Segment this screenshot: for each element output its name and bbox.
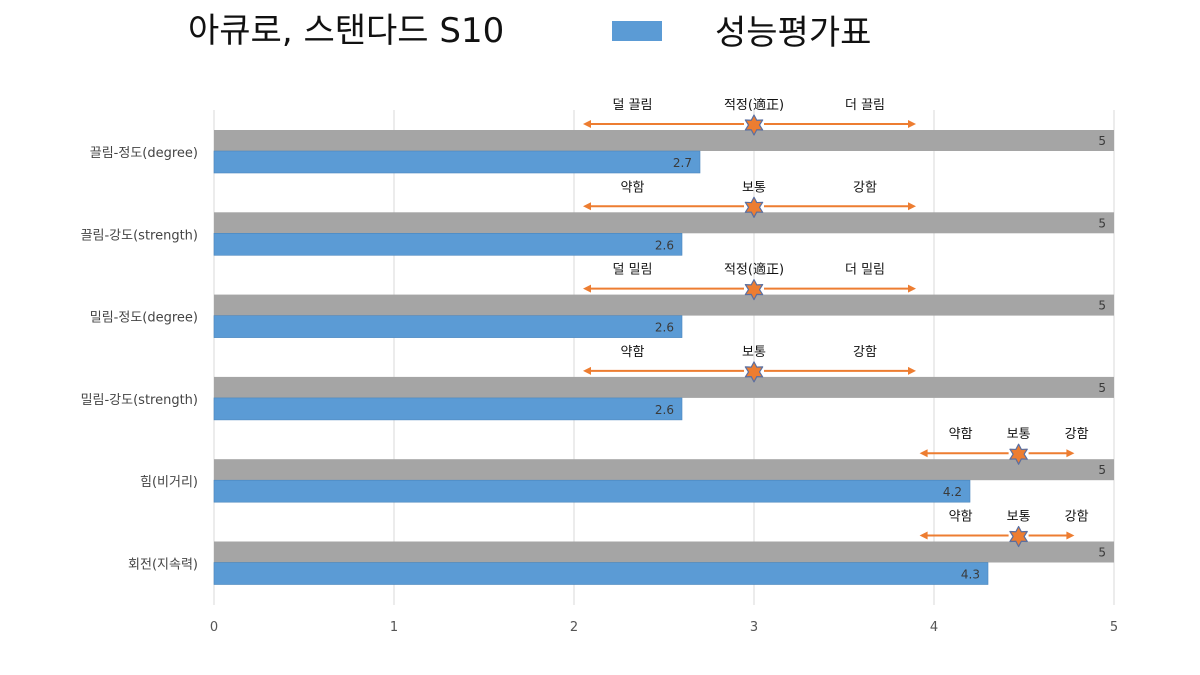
category-label: 밀림-정도(degree) (90, 311, 198, 326)
annotation-right-label: 더 끌림 (845, 98, 885, 113)
annotation-right-label: 더 밀림 (845, 263, 885, 278)
scale-annotation: 약함 보통 강함 (583, 180, 916, 218)
arrow-right-head (1066, 449, 1075, 458)
star-marker (1009, 443, 1028, 465)
x-tick-label: 2 (570, 620, 578, 635)
star-marker (744, 279, 764, 301)
star-marker (744, 114, 764, 136)
bar-max-value-label: 5 (1098, 463, 1106, 477)
x-tick-label: 5 (1110, 620, 1118, 635)
annotation-right-label: 강함 (1065, 427, 1089, 442)
bars: 5 2.7 5 2.6 5 2.6 5 2.6 5 4.2 5 4.3 (213, 130, 1114, 585)
arrow-left-head (583, 284, 591, 293)
annotation-right-label: 강함 (853, 345, 877, 360)
bar-max (214, 130, 1114, 151)
bar-score (213, 315, 683, 338)
bar-score (213, 562, 989, 585)
bar-max (214, 294, 1114, 316)
annotation-center-label: 적정(適正) (724, 262, 784, 278)
x-tick-label: 3 (750, 620, 758, 635)
star-marker (1009, 525, 1028, 548)
annotation-left-label: 약함 (949, 427, 973, 442)
x-tick-label: 0 (210, 620, 218, 635)
arrow-left-head (583, 366, 591, 375)
category-label: 끌림-정도(degree) (90, 146, 198, 161)
annotation-center-label: 보통 (1007, 427, 1031, 442)
x-axis-ticks: 0 1 2 3 4 5 (210, 620, 1118, 635)
annotation-left-label: 덜 밀림 (612, 263, 652, 278)
x-tick-label: 1 (390, 620, 398, 635)
annotation-center-label: 보통 (1007, 510, 1031, 525)
bar-max-value-label: 5 (1098, 546, 1106, 560)
arrow-left-head (919, 531, 928, 540)
category-label: 밀림-강도(strength) (81, 393, 198, 408)
legend-swatch (612, 21, 662, 41)
scale-annotation: 약함 보통 강함 (583, 345, 916, 383)
annotation-right-label: 강함 (1065, 510, 1089, 525)
gridlines (213, 110, 1115, 605)
star-marker (744, 196, 764, 218)
scale-annotation: 덜 끌림 적정(適正) 더 끌림 (583, 97, 916, 136)
legend-label: 성능평가표 (715, 13, 871, 53)
bar-score (213, 150, 701, 174)
annotation-center-label: 적정(適正) (724, 97, 784, 113)
scale-annotation: 약함 보통 강함 (919, 510, 1089, 548)
annotation-left-label: 약함 (949, 510, 973, 525)
bar-score-value-label: 4.3 (961, 568, 980, 582)
annotation-left-label: 약함 (621, 345, 645, 360)
category-label: 끌림-강도(strength) (81, 228, 198, 243)
bar-max (214, 376, 1114, 398)
annotation-right-label: 강함 (853, 180, 877, 195)
chart-title: 아큐로, 스탠다드 S10 (188, 11, 504, 51)
arrow-left-head (919, 449, 928, 458)
legend: 성능평가표 (612, 13, 871, 53)
star-marker (744, 361, 764, 383)
arrow-right-head (908, 366, 916, 375)
bar-max (214, 212, 1114, 234)
arrow-right-head (908, 202, 916, 211)
annotation-left-label: 약함 (621, 180, 645, 195)
bar-score (213, 479, 971, 503)
bar-max-value-label: 5 (1098, 134, 1106, 148)
arrow-right-head (908, 120, 916, 128)
annotation-left-label: 덜 끌림 (612, 98, 652, 113)
bar-score-value-label: 2.7 (673, 156, 692, 170)
x-tick-label: 4 (930, 620, 938, 635)
annotation-center-label: 보통 (742, 345, 766, 360)
bar-score-value-label: 2.6 (655, 321, 674, 335)
category-label: 회전(지속력) (128, 558, 198, 573)
bar-score (213, 233, 683, 256)
arrow-left-head (583, 202, 591, 211)
bar-max-value-label: 5 (1098, 299, 1106, 313)
bar-score-value-label: 2.6 (655, 403, 674, 417)
bar-score (213, 397, 683, 421)
arrow-right-head (1066, 531, 1075, 540)
bar-score-value-label: 2.6 (655, 238, 674, 252)
bar-max-value-label: 5 (1098, 216, 1106, 230)
bar-score-value-label: 4.2 (943, 485, 962, 499)
bar-max-value-label: 5 (1098, 381, 1106, 395)
arrow-left-head (583, 120, 591, 128)
bar-max (214, 541, 1114, 563)
scale-annotation: 덜 밀림 적정(適正) 더 밀림 (583, 262, 916, 301)
bar-max (214, 459, 1114, 481)
scale-annotation: 약함 보통 강함 (919, 427, 1089, 465)
category-label: 힘(비거리) (140, 475, 198, 490)
annotation-center-label: 보통 (742, 180, 766, 195)
category-labels: 끌림-정도(degree) 끌림-강도(strength) 밀림-정도(degree… (81, 146, 198, 573)
arrow-right-head (908, 284, 916, 293)
